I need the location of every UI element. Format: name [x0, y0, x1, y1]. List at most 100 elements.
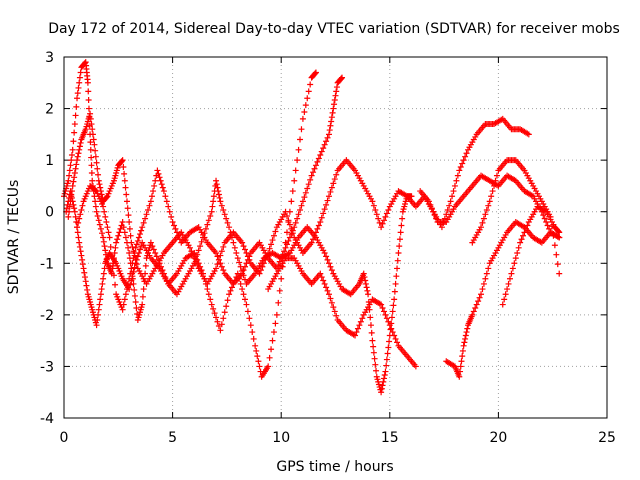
data-point: [291, 224, 298, 231]
data-point: [83, 282, 90, 289]
data-point: [312, 70, 319, 77]
data-point: [270, 329, 277, 336]
data-point: [324, 287, 331, 294]
data-point: [128, 265, 135, 272]
data-point: [359, 315, 366, 322]
data-point: [215, 256, 222, 263]
data-point: [272, 228, 279, 235]
data-point: [328, 184, 335, 191]
data-point: [121, 296, 128, 303]
series-5: [265, 255, 419, 370]
data-point: [396, 243, 403, 250]
data-point: [324, 256, 331, 263]
data-point: [524, 222, 531, 229]
data-point: [504, 286, 511, 293]
data-point: [273, 311, 280, 318]
data-point: [175, 232, 182, 239]
data-point: [213, 265, 220, 272]
data-point: [97, 225, 104, 232]
data-point: [205, 217, 212, 224]
data-point: [213, 181, 220, 188]
x-tick-label: 20: [489, 430, 507, 446]
data-point: [96, 181, 103, 188]
data-point: [288, 231, 295, 238]
data-point: [332, 92, 339, 99]
data-point: [266, 245, 273, 252]
data-point: [226, 291, 233, 298]
data-point: [91, 141, 98, 148]
data-point: [308, 239, 315, 246]
y-tick-label: 2: [45, 102, 54, 118]
data-point: [378, 389, 385, 396]
data-point: [328, 118, 335, 125]
data-point: [250, 335, 257, 342]
data-point: [456, 373, 463, 380]
data-point: [289, 227, 296, 234]
data-point: [381, 372, 388, 379]
data-point: [129, 243, 136, 250]
data-point: [101, 243, 108, 250]
data-point: [142, 262, 149, 269]
data-point: [540, 212, 547, 219]
data-point: [135, 234, 142, 241]
data-point: [75, 234, 82, 241]
data-point: [101, 208, 108, 215]
data-point: [132, 298, 139, 305]
data-point: [320, 145, 327, 152]
data-point: [282, 244, 289, 251]
data-point: [329, 109, 336, 116]
data-point: [224, 219, 231, 226]
data-point: [388, 325, 395, 332]
data-point: [294, 157, 301, 164]
data-point: [150, 246, 157, 253]
data-point: [522, 225, 529, 232]
data-point: [239, 286, 246, 293]
data-point: [139, 301, 146, 308]
data-point: [395, 249, 402, 256]
data-point: [294, 215, 301, 222]
data-point: [73, 161, 80, 168]
data-point: [315, 155, 322, 162]
data-point: [365, 291, 372, 298]
data-point: [93, 208, 100, 215]
data-point: [100, 275, 107, 282]
data-point: [121, 177, 128, 184]
data-point: [76, 74, 83, 81]
y-tick-label: -2: [40, 308, 54, 324]
data-point: [210, 305, 217, 312]
data-point: [221, 309, 228, 316]
data-point: [369, 337, 376, 344]
data-point: [525, 131, 532, 138]
data-point: [217, 198, 224, 205]
data-point: [521, 229, 528, 236]
data-point: [80, 265, 87, 272]
data-point: [76, 239, 83, 246]
data-point: [98, 286, 105, 293]
data-point: [130, 280, 137, 287]
data-point: [320, 277, 327, 284]
data-point: [394, 257, 401, 264]
data-point: [121, 229, 128, 236]
data-point: [87, 110, 94, 117]
data-point: [266, 354, 273, 361]
data-point: [217, 327, 224, 334]
data-point: [104, 224, 111, 231]
data-point: [353, 329, 360, 336]
series-2: [65, 110, 532, 287]
data-point: [338, 75, 345, 82]
data-point: [171, 222, 178, 229]
data-point: [114, 236, 121, 243]
x-tick-label: 10: [272, 430, 290, 446]
data-point: [362, 277, 369, 284]
data-point: [213, 249, 220, 256]
data-point: [106, 234, 113, 241]
data-point: [107, 243, 114, 250]
data-point: [275, 262, 282, 269]
data-point: [213, 314, 220, 321]
data-point: [463, 329, 470, 336]
data-point: [323, 201, 330, 208]
data-point: [218, 263, 225, 270]
data-point: [253, 347, 260, 354]
data-point: [213, 177, 220, 184]
data-point: [227, 287, 234, 294]
